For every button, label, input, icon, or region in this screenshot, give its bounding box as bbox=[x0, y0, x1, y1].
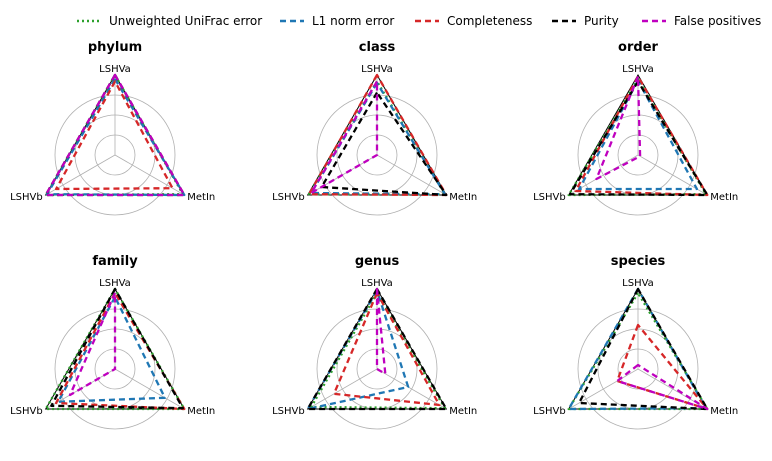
series-false-positives bbox=[68, 291, 117, 397]
axis-label-lshvb: LSHVb bbox=[533, 192, 566, 203]
panel-genus: genus LSHVa LSHVb MetIn bbox=[272, 254, 477, 430]
axis-label-lshvb: LSHVb bbox=[10, 192, 43, 203]
series-completeness bbox=[574, 75, 709, 197]
radar-frame bbox=[306, 288, 448, 410]
axis-label-metin: MetIn bbox=[449, 406, 477, 417]
axis-label-lshva: LSHVa bbox=[361, 278, 393, 289]
axis-label-lshvb: LSHVb bbox=[272, 406, 305, 417]
grid-spoke bbox=[114, 368, 185, 410]
radar-panels: phylum LSHVa LSHVb MetIn class LSHVa LSHVb MetI… bbox=[10, 40, 738, 430]
grid-spoke bbox=[376, 154, 447, 196]
axis-label-metin: MetIn bbox=[710, 406, 738, 417]
series-unweighted-unifrac-error bbox=[567, 77, 708, 197]
axis-label-lshva: LSHVa bbox=[622, 278, 654, 289]
series-completeness bbox=[307, 73, 448, 197]
series-l1-norm-error bbox=[45, 77, 186, 197]
series-l1-norm-error bbox=[57, 295, 167, 403]
grid-spoke bbox=[376, 368, 447, 410]
series-completeness bbox=[54, 80, 174, 191]
legend: Unweighted UniFrac error L1 norm error Com… bbox=[77, 14, 761, 28]
legend-label-unweighted-unifrac-error: Unweighted UniFrac error bbox=[109, 14, 262, 28]
axis-label-lshva: LSHVa bbox=[361, 64, 393, 75]
series-l1-norm-error bbox=[306, 289, 410, 411]
legend-label-false-positives: False positives bbox=[674, 14, 761, 28]
panel-family: family LSHVa LSHVb MetIn bbox=[10, 254, 215, 430]
panel-class: class LSHVa LSHVb MetIn bbox=[272, 40, 477, 216]
series-false-positives bbox=[595, 75, 642, 181]
series-false-positives bbox=[616, 363, 709, 411]
axis-label-lshva: LSHVa bbox=[622, 64, 654, 75]
series-purity bbox=[50, 287, 185, 410]
grid-spoke bbox=[114, 154, 185, 196]
panel-title: species bbox=[611, 254, 666, 269]
axis-label-lshva: LSHVa bbox=[99, 278, 131, 289]
axis-label-lshvb: LSHVb bbox=[533, 406, 566, 417]
series-l1-norm-error bbox=[577, 79, 699, 191]
axis-label-metin: MetIn bbox=[710, 192, 738, 203]
series-purity bbox=[568, 80, 709, 197]
axis-label-lshva: LSHVa bbox=[99, 64, 131, 75]
panel-title: genus bbox=[355, 254, 400, 269]
axis-label-metin: MetIn bbox=[187, 406, 215, 417]
panel-phylum: phylum LSHVa LSHVb MetIn bbox=[10, 40, 215, 216]
series-false-positives bbox=[375, 287, 387, 375]
axis-label-metin: MetIn bbox=[449, 192, 477, 203]
panel-title: class bbox=[359, 40, 396, 55]
legend-label-l1-norm-error: L1 norm error bbox=[312, 14, 394, 28]
panel-order: order LSHVa LSHVb MetIn bbox=[533, 40, 738, 216]
series-purity bbox=[577, 287, 709, 411]
series-l1-norm-error bbox=[567, 287, 708, 411]
panel-title: family bbox=[92, 254, 138, 269]
axis-label-lshvb: LSHVb bbox=[272, 192, 305, 203]
series-purity bbox=[320, 91, 448, 197]
series-completeness bbox=[332, 291, 441, 407]
panel-title: order bbox=[618, 40, 658, 55]
axis-label-lshvb: LSHVb bbox=[10, 406, 43, 417]
panel-species: species LSHVa LSHVb MetIn bbox=[533, 254, 738, 430]
legend-label-completeness: Completeness bbox=[447, 14, 532, 28]
grid-spoke bbox=[307, 368, 378, 410]
panel-title: phylum bbox=[88, 40, 142, 55]
axis-label-metin: MetIn bbox=[187, 192, 215, 203]
series-unweighted-unifrac-error bbox=[310, 291, 447, 410]
grid-spoke bbox=[568, 368, 639, 410]
series-false-positives bbox=[310, 80, 379, 195]
legend-label-purity: Purity bbox=[584, 14, 619, 28]
